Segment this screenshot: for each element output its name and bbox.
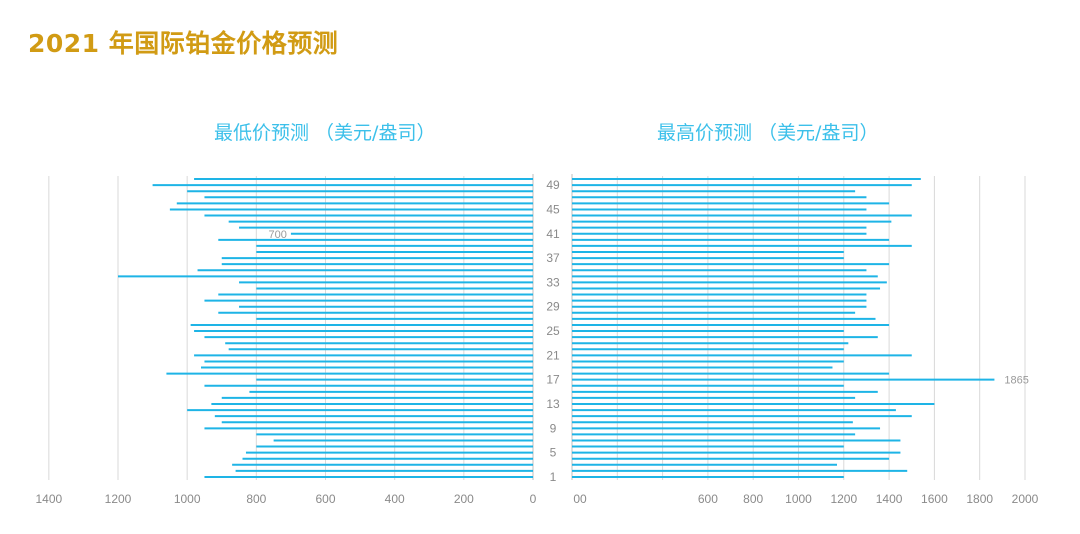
category-tick-label: 49 bbox=[546, 178, 560, 192]
left-x-tick-label: 0 bbox=[530, 492, 537, 506]
left-x-tick-label: 800 bbox=[246, 492, 266, 506]
page-title: 2021 年国际铂金价格预测 bbox=[28, 29, 339, 58]
right-x-tick-label: 800 bbox=[743, 492, 763, 506]
right-x-tick-label: 00 bbox=[573, 492, 587, 506]
category-tick-label: 13 bbox=[546, 397, 560, 411]
category-tick-label: 1 bbox=[550, 470, 557, 484]
left-x-tick-label: 200 bbox=[454, 492, 474, 506]
left-x-tick-label: 600 bbox=[315, 492, 335, 506]
left-x-tick-label: 400 bbox=[385, 492, 405, 506]
right-x-tick-label: 2000 bbox=[1012, 492, 1039, 506]
right-x-tick-label: 600 bbox=[698, 492, 718, 506]
left-x-tick-label: 1000 bbox=[174, 492, 201, 506]
category-tick-label: 25 bbox=[546, 324, 560, 338]
right-x-tick-label: 1800 bbox=[966, 492, 993, 506]
category-tick-label: 29 bbox=[546, 300, 560, 314]
right-x-tick-label: 1000 bbox=[785, 492, 812, 506]
left-chart-title: 最低价预测 （美元/盎司） bbox=[214, 122, 436, 144]
category-tick-label: 17 bbox=[546, 373, 560, 387]
category-tick-label: 41 bbox=[546, 227, 560, 241]
right-x-tick-label: 1600 bbox=[921, 492, 948, 506]
left-x-tick-label: 1400 bbox=[35, 492, 62, 506]
category-tick-label: 21 bbox=[546, 348, 560, 362]
right-chart-title: 最高价预测 （美元/盎司） bbox=[657, 122, 879, 144]
category-tick-label: 33 bbox=[546, 275, 560, 289]
right-x-tick-label: 1400 bbox=[876, 492, 903, 506]
left-x-tick-label: 1200 bbox=[105, 492, 132, 506]
category-tick-label: 45 bbox=[546, 202, 560, 216]
category-tick-label: 5 bbox=[550, 446, 557, 460]
category-tick-label: 37 bbox=[546, 251, 560, 265]
right-bar-annotation: 1865 bbox=[1004, 375, 1028, 387]
left-bar-annotation: 700 bbox=[269, 229, 287, 241]
category-tick-label: 9 bbox=[550, 421, 557, 435]
right-x-tick-label: 1200 bbox=[830, 492, 857, 506]
